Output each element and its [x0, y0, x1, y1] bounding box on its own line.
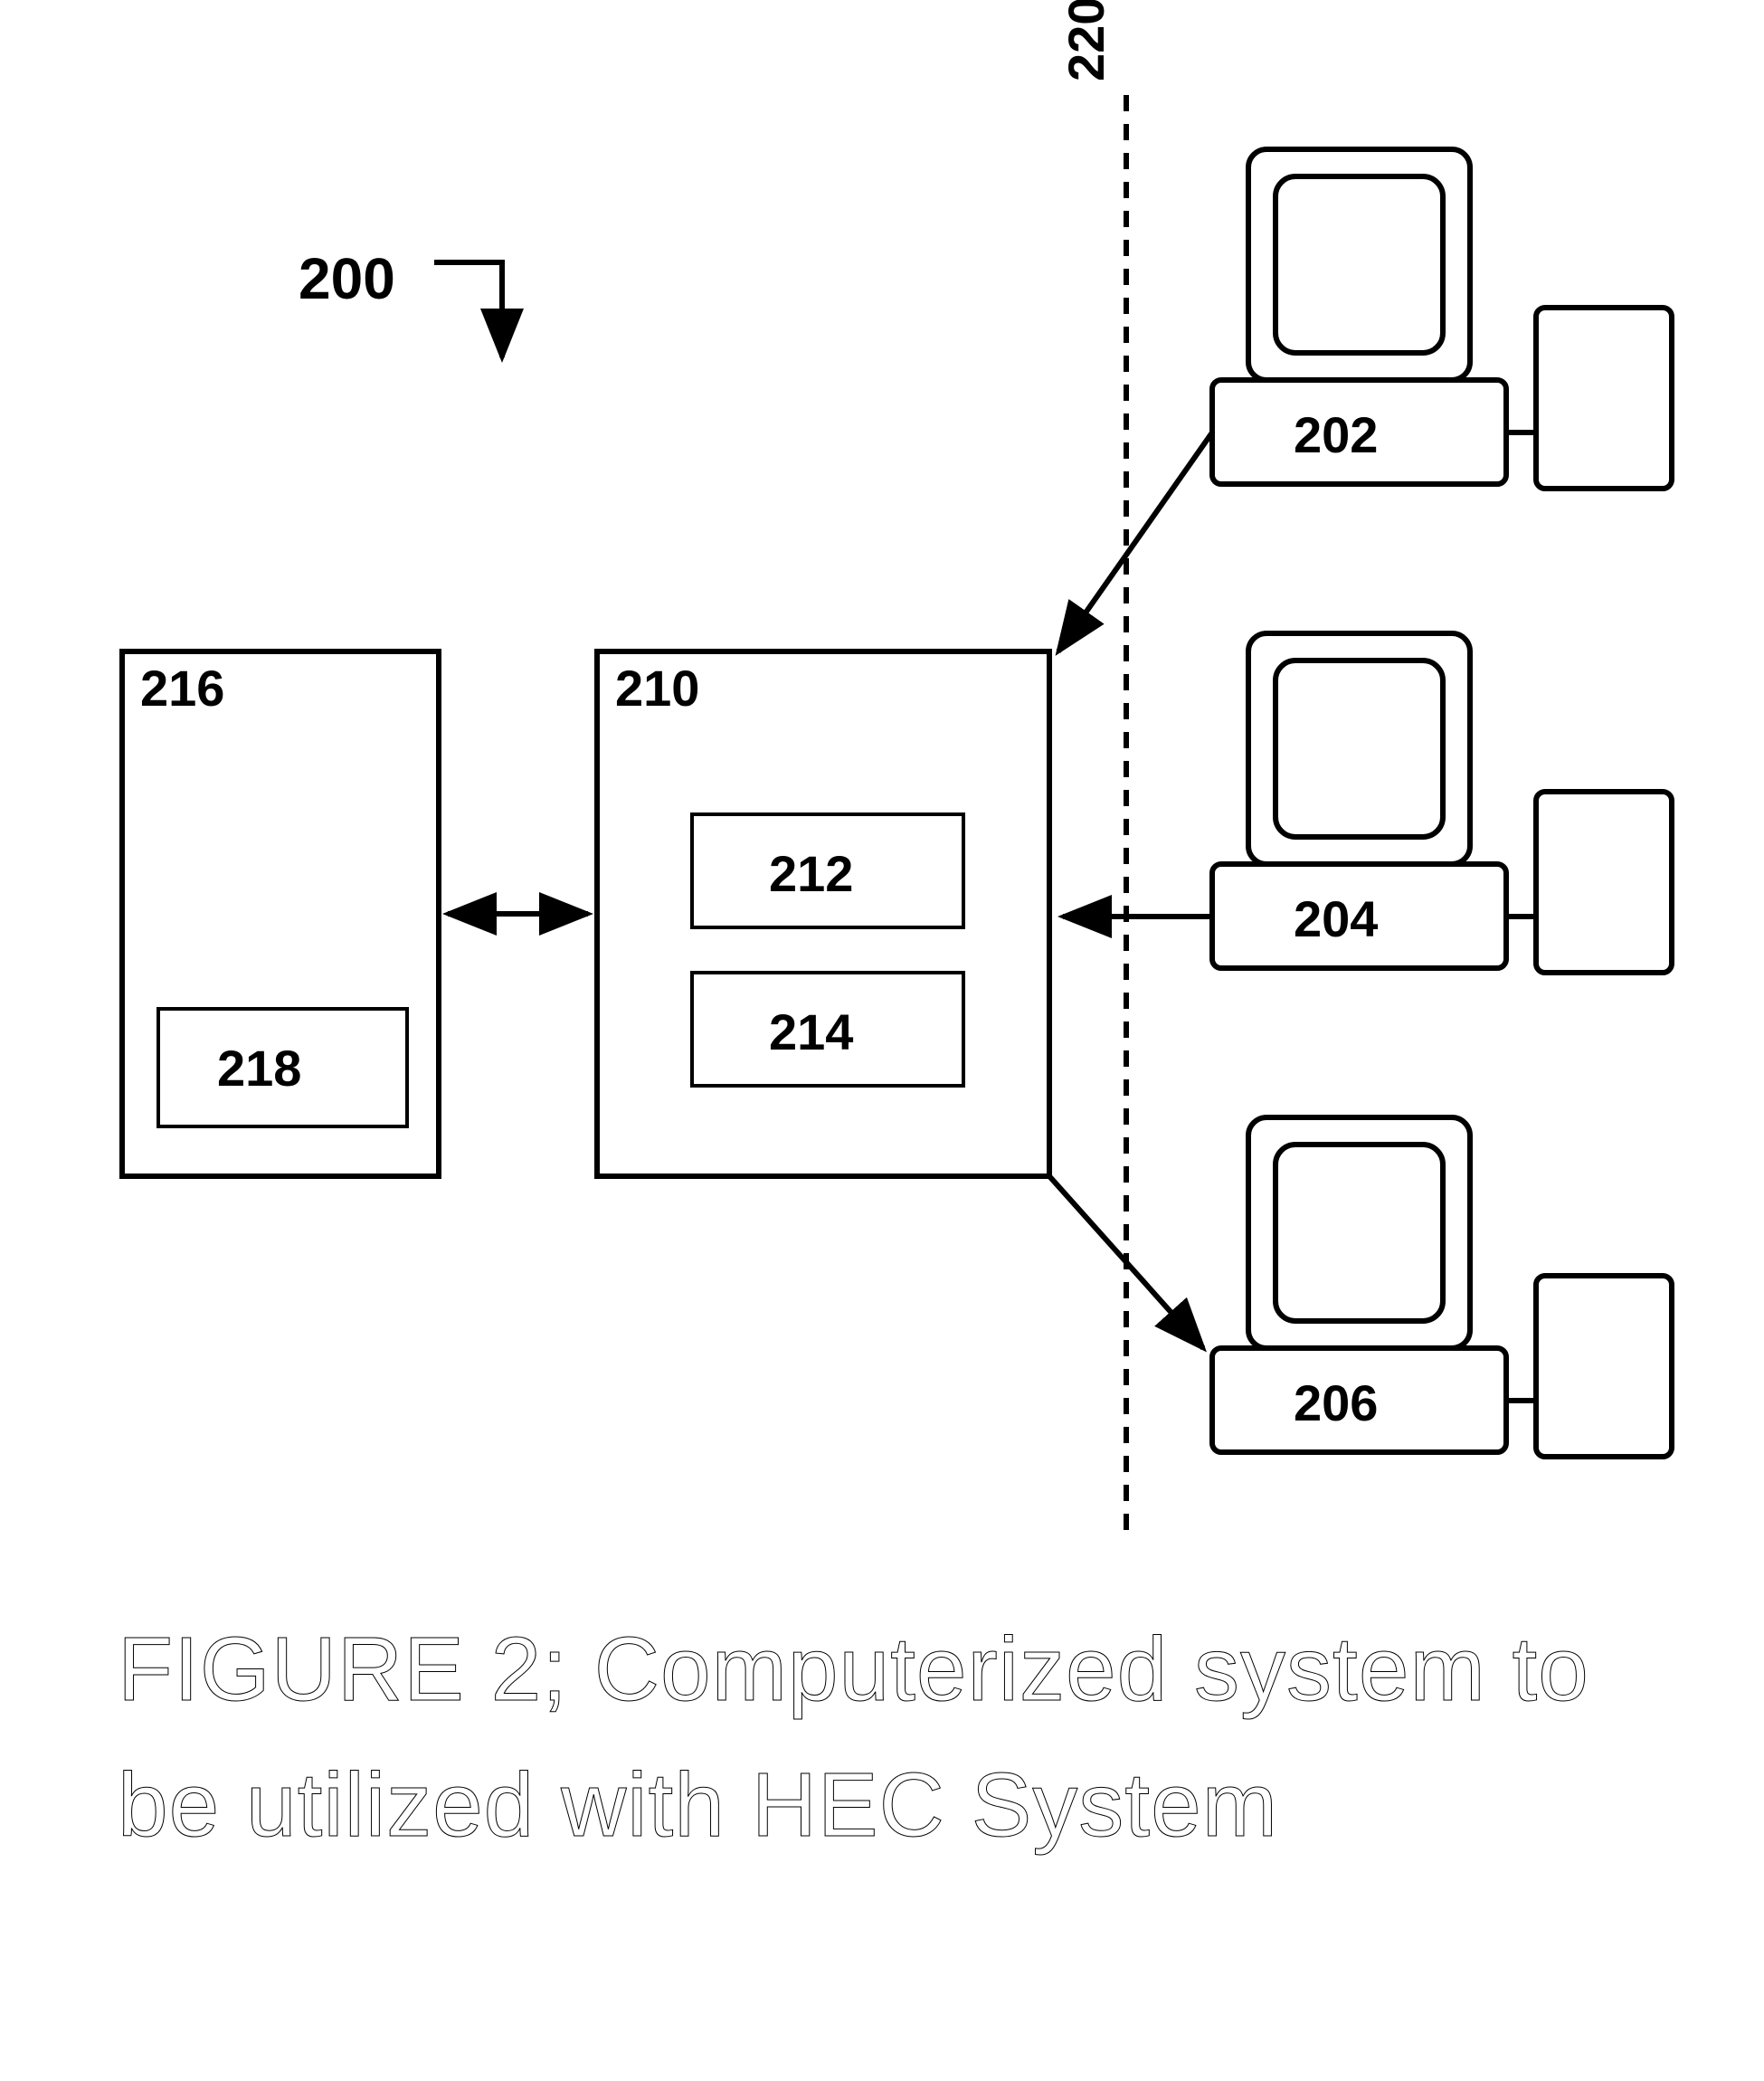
figure-number-arrow — [434, 262, 502, 357]
box-216 — [122, 651, 439, 1176]
terminal-202: 202 — [1212, 149, 1672, 489]
box-218-label: 218 — [217, 1040, 301, 1097]
network-label: 220 NETWORK — [1057, 0, 1114, 81]
box-214-label: 214 — [769, 1003, 853, 1060]
box-216-label: 216 — [140, 660, 224, 717]
box-210 — [597, 651, 1049, 1176]
terminal-204: 204 — [1212, 633, 1672, 973]
box-210-label: 210 — [615, 660, 699, 717]
terminal-206: 206 — [1212, 1117, 1672, 1457]
terminal-204-label: 204 — [1294, 890, 1378, 947]
terminal-202-label: 202 — [1294, 406, 1378, 463]
figure-caption: FIGURE 2; Computerized system to be util… — [118, 1601, 1655, 1873]
terminal-206-label: 206 — [1294, 1374, 1378, 1431]
box-212-label: 212 — [769, 845, 853, 902]
figure-number-label: 200 — [299, 246, 395, 311]
arrow-210-202 — [1058, 432, 1212, 651]
